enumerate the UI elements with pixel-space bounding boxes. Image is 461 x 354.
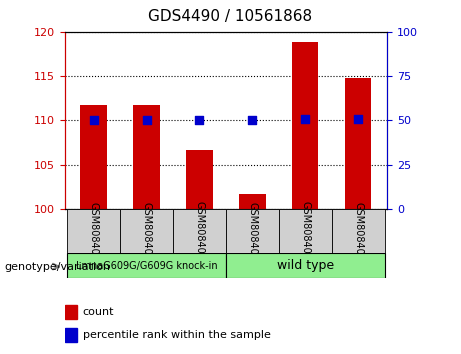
Bar [239, 194, 266, 209]
Text: GSM808406: GSM808406 [248, 201, 257, 261]
Text: GSM808408: GSM808408 [353, 201, 363, 261]
Point [301, 116, 309, 121]
Bar [80, 105, 107, 209]
FancyBboxPatch shape [173, 209, 226, 253]
Bar [133, 105, 160, 209]
Text: GSM808404: GSM808404 [142, 201, 152, 261]
Point [143, 118, 150, 123]
Point [196, 118, 203, 123]
Bar [345, 78, 372, 209]
FancyBboxPatch shape [226, 209, 279, 253]
Point [248, 118, 256, 123]
Text: wild type: wild type [277, 259, 334, 272]
Bar [65, 327, 77, 342]
Text: count: count [83, 307, 114, 317]
FancyBboxPatch shape [332, 209, 384, 253]
Bar [292, 42, 319, 209]
Text: GSM808405: GSM808405 [195, 201, 204, 261]
Point [355, 116, 362, 121]
Text: percentile rank within the sample: percentile rank within the sample [83, 330, 271, 340]
Point [90, 118, 97, 123]
Text: genotype/variation: genotype/variation [5, 262, 111, 272]
Text: LmnaG609G/G609G knock-in: LmnaG609G/G609G knock-in [76, 261, 217, 270]
FancyBboxPatch shape [67, 209, 120, 253]
FancyBboxPatch shape [279, 209, 332, 253]
Bar [186, 149, 213, 209]
FancyBboxPatch shape [67, 253, 226, 278]
Text: GSM808403: GSM808403 [89, 201, 99, 261]
FancyBboxPatch shape [226, 253, 384, 278]
Bar [65, 304, 77, 319]
Text: GDS4490 / 10561868: GDS4490 / 10561868 [148, 9, 313, 24]
FancyBboxPatch shape [120, 209, 173, 253]
Text: GSM808407: GSM808407 [300, 201, 310, 261]
